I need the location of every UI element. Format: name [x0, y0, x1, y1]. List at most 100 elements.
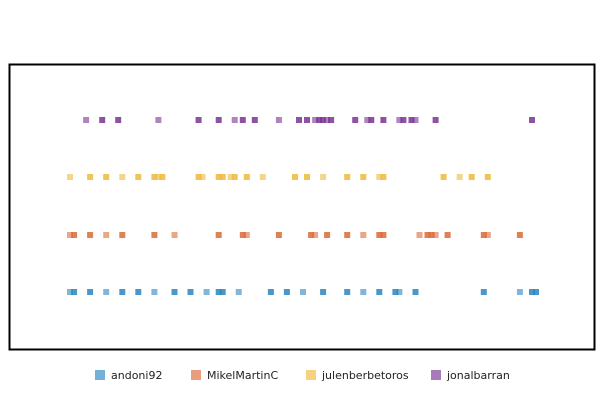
data-point-julenberbetoros — [159, 174, 166, 180]
data-point-andoni92 — [151, 289, 158, 295]
legend-swatch-julenberbetoros — [306, 370, 316, 380]
data-point-jonalbarran — [296, 117, 302, 123]
data-point-andoni92 — [235, 289, 242, 295]
data-point-julenberbetoros — [259, 174, 266, 180]
data-point-mikelmartinc — [444, 232, 451, 238]
data-point-jonalbarran — [412, 117, 419, 123]
data-point-andoni92 — [219, 289, 226, 295]
data-point-andoni92 — [344, 289, 351, 295]
data-point-andoni92 — [392, 289, 399, 295]
data-point-jonalbarran — [432, 117, 439, 123]
legend-swatch-jonalbarran — [431, 370, 441, 380]
data-point-mikelmartinc — [416, 232, 423, 238]
data-point-julenberbetoros — [215, 174, 222, 180]
data-point-andoni92 — [135, 289, 142, 295]
data-point-andoni92 — [71, 289, 78, 295]
legend-label-mikelmartinc: MikelMartinC — [207, 369, 278, 382]
data-point-jonalbarran — [99, 117, 106, 123]
data-point-jonalbarran — [275, 117, 282, 123]
data-point-julenberbetoros — [119, 174, 126, 180]
plot-frame — [8, 63, 596, 351]
data-point-julenberbetoros — [219, 174, 226, 180]
data-point-andoni92 — [396, 289, 403, 295]
data-point-jonalbarran — [231, 117, 238, 123]
data-point-mikelmartinc — [243, 232, 250, 238]
data-point-mikelmartinc — [360, 232, 367, 238]
data-point-julenberbetoros — [199, 174, 206, 180]
data-point-jonalbarran — [324, 117, 331, 123]
data-point-jonalbarran — [239, 117, 246, 123]
data-point-andoni92 — [480, 289, 487, 295]
data-point-andoni92 — [67, 289, 73, 295]
data-point-julenberbetoros — [380, 174, 387, 180]
data-point-mikelmartinc — [376, 232, 383, 238]
data-point-andoni92 — [215, 289, 222, 295]
data-point-andoni92 — [103, 289, 110, 295]
data-point-mikelmartinc — [67, 232, 73, 238]
data-point-andoni92 — [171, 289, 178, 295]
data-point-andoni92 — [267, 289, 274, 295]
data-point-mikelmartinc — [87, 232, 94, 238]
data-point-julenberbetoros — [231, 174, 238, 180]
data-point-jonalbarran — [316, 117, 323, 123]
data-point-mikelmartinc — [484, 232, 491, 238]
data-point-jonalbarran — [328, 117, 335, 123]
data-point-julenberbetoros — [135, 174, 142, 180]
data-point-julenberbetoros — [195, 174, 202, 180]
data-point-jonalbarran — [312, 117, 319, 123]
data-point-jonalbarran — [215, 117, 222, 123]
data-point-julenberbetoros — [484, 174, 491, 180]
data-point-jonalbarran — [155, 117, 162, 123]
data-point-mikelmartinc — [239, 232, 246, 238]
data-point-julenberbetoros — [440, 174, 447, 180]
data-point-andoni92 — [87, 289, 94, 295]
legend: andoni92 MikelMartinC julenberbetoros jonal… — [95, 369, 510, 382]
data-point-mikelmartinc — [432, 232, 439, 238]
data-point-andoni92 — [119, 289, 126, 295]
data-point-mikelmartinc — [71, 232, 78, 238]
data-point-mikelmartinc — [308, 232, 315, 238]
data-point-mikelmartinc — [215, 232, 222, 238]
data-point-mikelmartinc — [103, 232, 110, 238]
data-point-mikelmartinc — [171, 232, 178, 238]
data-point-andoni92 — [376, 289, 383, 295]
data-point-mikelmartinc — [324, 232, 331, 238]
data-point-andoni92 — [203, 289, 210, 295]
data-point-mikelmartinc — [516, 232, 523, 238]
data-point-mikelmartinc — [151, 232, 158, 238]
data-point-julenberbetoros — [376, 174, 383, 180]
data-point-jonalbarran — [380, 117, 387, 123]
data-point-mikelmartinc — [344, 232, 351, 238]
data-point-mikelmartinc — [428, 232, 435, 238]
data-point-andoni92 — [529, 289, 535, 295]
data-point-jonalbarran — [195, 117, 202, 123]
data-point-andoni92 — [360, 289, 367, 295]
data-point-jonalbarran — [396, 117, 403, 123]
legend-label-andoni92: andoni92 — [111, 369, 162, 382]
data-point-jonalbarran — [364, 117, 371, 123]
data-point-andoni92 — [283, 289, 290, 295]
data-point-julenberbetoros — [468, 174, 475, 180]
data-point-jonalbarran — [368, 117, 375, 123]
data-point-julenberbetoros — [151, 174, 158, 180]
data-point-julenberbetoros — [456, 174, 463, 180]
data-point-julenberbetoros — [292, 174, 298, 180]
data-point-julenberbetoros — [227, 174, 234, 180]
data-point-julenberbetoros — [320, 174, 327, 180]
data-point-julenberbetoros — [304, 174, 310, 180]
legend-label-julenberbetoros: julenberbetoros — [321, 369, 409, 382]
legend-label-jonalbarran: jonalbarran — [446, 369, 510, 382]
data-point-mikelmartinc — [275, 232, 282, 238]
data-point-jonalbarran — [251, 117, 258, 123]
data-point-andoni92 — [412, 289, 419, 295]
data-point-julenberbetoros — [103, 174, 110, 180]
data-point-julenberbetoros — [243, 174, 250, 180]
legend-swatch-mikelmartinc — [191, 370, 201, 380]
data-point-andoni92 — [320, 289, 327, 295]
data-point-andoni92 — [516, 289, 523, 295]
data-point-julenberbetoros — [67, 174, 73, 180]
data-point-jonalbarran — [115, 117, 122, 123]
data-point-jonalbarran — [304, 117, 310, 123]
data-point-andoni92 — [187, 289, 194, 295]
